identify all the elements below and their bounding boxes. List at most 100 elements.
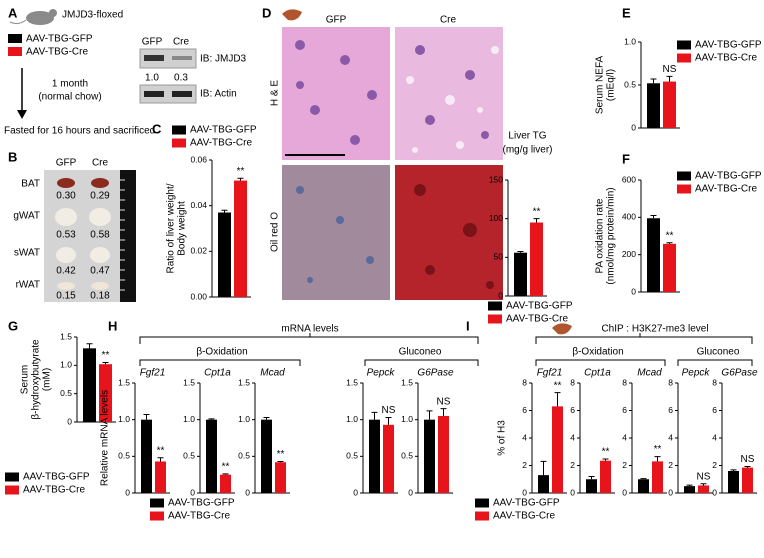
mouse-icon: [9, 9, 57, 25]
bar: [647, 83, 660, 128]
legend-label: AAV-TBG-GFP: [190, 125, 257, 136]
legend-swatch: [172, 138, 186, 148]
legend-label: AAV-TBG-Cre: [168, 511, 230, 522]
chart-title: (mg/g liver): [502, 145, 552, 156]
tissue-ratio: 0.47: [90, 266, 110, 277]
y-tick-label: 1.5: [60, 331, 72, 341]
error-bar: [686, 484, 693, 487]
y-tick-label: 6: [570, 405, 575, 415]
error-bar: [744, 465, 751, 468]
y-tick-label: 1.5: [183, 377, 195, 387]
legend-label: AAV-TBG-GFP: [168, 498, 235, 509]
panel-letter: D: [262, 5, 271, 20]
y-tick-label: 0: [622, 487, 627, 497]
panel-letter: C: [152, 121, 162, 136]
y-tick-label: 0: [125, 487, 130, 497]
y-axis-label: % of H3: [497, 420, 508, 456]
chart-title: Mcad: [637, 368, 662, 379]
chart-title: Pepck: [367, 368, 396, 379]
y-tick-label: 0.02: [190, 246, 207, 256]
bar: [742, 467, 753, 493]
strain-label: JMJD3-floxed: [62, 10, 123, 21]
bar: [206, 419, 217, 493]
band: [172, 56, 192, 60]
bar: [275, 462, 286, 493]
panel-letter: A: [8, 5, 18, 20]
y-tick-label: 0: [570, 487, 575, 497]
ruler-ticks: [120, 179, 125, 291]
error-bar: [143, 414, 150, 420]
error-bar: [86, 343, 93, 349]
y-tick-label: 4: [570, 432, 575, 442]
arrow-head: [17, 110, 27, 119]
column-label: GFP: [326, 15, 347, 26]
bar: [234, 180, 247, 297]
legend-label: AAV-TBG-GFP: [506, 301, 573, 312]
blot: [139, 84, 197, 104]
error-bar: [371, 411, 378, 420]
annotation: **: [654, 444, 662, 455]
y-tick-label: 0.5: [238, 451, 250, 461]
y-tick-label: 0: [631, 122, 636, 132]
error-bar: [640, 478, 647, 480]
error-bar: [157, 457, 164, 462]
tissue-ratio: 0.18: [90, 291, 110, 302]
tissue-ratio: 0.53: [56, 230, 76, 241]
y-tick-label: 6: [712, 405, 717, 415]
error-bar: [666, 242, 673, 244]
legend-label: AAV-TBG-Cre: [695, 53, 757, 64]
bar: [552, 406, 563, 493]
error-bar: [554, 392, 561, 407]
error-bar: [730, 469, 737, 471]
bar: [155, 461, 166, 493]
annotation: **: [533, 206, 541, 217]
bar: [261, 419, 272, 493]
group-label: Gluconeo: [399, 347, 442, 358]
y-tick-label: 8: [570, 377, 575, 387]
tissue-ratio: 0.15: [56, 291, 76, 302]
tissues: [55, 178, 111, 290]
y-tick-label: 1.5: [238, 377, 250, 387]
bar: [586, 479, 597, 493]
stain-spots: [296, 186, 374, 283]
y-tick-label: 2: [522, 460, 527, 470]
y-tick-label: 1.0: [624, 36, 636, 46]
y-tick-label: 0: [712, 487, 717, 497]
annotation: NS: [382, 405, 396, 416]
legend-label: AAV-TBG-Cre: [506, 314, 568, 325]
y-axis-label: Relative mRNA levels: [100, 390, 111, 486]
chart-title: Fgf21: [140, 368, 166, 379]
y-tick-label: 6: [522, 405, 527, 415]
lipid-spots: [414, 184, 494, 289]
legend-label: AAV-TBG-Cre: [26, 47, 88, 58]
nuclei: [295, 40, 489, 145]
legend-swatch: [677, 53, 691, 63]
tissue-ratio: 0.58: [90, 230, 110, 241]
y-axis-label: (mM): [42, 368, 53, 391]
error-bar: [221, 209, 228, 213]
error-bar: [588, 476, 595, 480]
panel-letter: F: [622, 151, 630, 166]
liver-icon: [552, 323, 572, 335]
y-tick-label: 0.00: [190, 291, 207, 301]
chart-title: Cpt1a: [204, 368, 231, 379]
y-tick-label: 0.06: [190, 154, 207, 164]
lane-label: GFP: [142, 37, 163, 48]
band: [144, 55, 164, 61]
ruler: [120, 170, 136, 302]
diet: (normal chow): [38, 92, 101, 103]
legend-swatch: [5, 472, 19, 482]
y-tick-label: 8: [712, 377, 717, 387]
bracket: [535, 333, 753, 344]
error-bar: [102, 362, 109, 365]
y-tick-label: 8: [622, 377, 627, 387]
y-tick-label: 400: [622, 212, 636, 222]
annotation: **: [666, 230, 674, 241]
tissue-label: rWAT: [16, 280, 40, 291]
error-bar: [263, 416, 270, 420]
lane-label: GFP: [56, 158, 77, 169]
error-bar: [426, 410, 433, 420]
group-label: β-Oxidation: [196, 347, 247, 358]
y-tick-label: 1.0: [118, 414, 130, 424]
chart-title: Cpt1a: [584, 368, 611, 379]
